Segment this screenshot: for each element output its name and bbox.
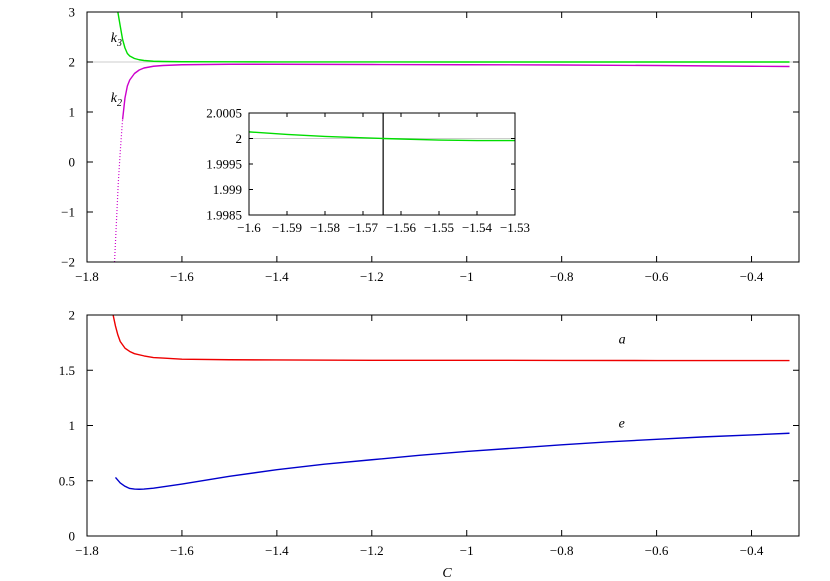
inset-y-tick-label: 1.9995 [206, 157, 242, 172]
bottom-x-tick-label: −1.6 [170, 543, 194, 558]
bottom-x-tick-label: −1.8 [75, 543, 99, 558]
top-series-k2 [121, 63, 790, 120]
inset-series-k3 [249, 131, 515, 142]
top-x-tick-label: −0.8 [550, 269, 574, 284]
top-y-tick-label: −2 [61, 255, 75, 270]
bottom-x-tick-label: −0.4 [740, 543, 764, 558]
top-series-k2-dotted [113, 119, 124, 262]
inset-y-tick-label: 2 [236, 131, 243, 146]
top-x-tick-label: −1.8 [75, 269, 99, 284]
bottom-x-tick-label: −0.6 [645, 543, 669, 558]
inset-x-tick-label: −1.53 [500, 220, 530, 235]
inset-y-tick-label: 1.9985 [206, 208, 242, 223]
inset-x-tick-label: −1.59 [272, 220, 302, 235]
top-y-tick-label: 0 [69, 155, 76, 170]
top-x-tick-label: −0.6 [645, 269, 669, 284]
top-y-tick-label: 2 [69, 55, 76, 70]
bottom-x-tick-label: −0.8 [550, 543, 574, 558]
inset-x-tick-label: −1.6 [237, 220, 261, 235]
bottom-y-tick-label: 2 [69, 308, 76, 323]
top-x-tick-label: −1 [460, 269, 474, 284]
x-axis-label: C [442, 566, 452, 581]
top-y-tick-label: 3 [69, 5, 76, 20]
bottom-x-tick-label: −1.2 [360, 543, 384, 558]
inset-x-tick-label: −1.58 [310, 220, 340, 235]
bottom-y-tick-label: 0 [69, 529, 76, 544]
bottom-series-e [114, 432, 790, 490]
inset-y-tick-label: 1.999 [213, 182, 242, 197]
top-annotation-k2: k2 [111, 91, 122, 109]
inset-x-tick-label: −1.56 [386, 220, 417, 235]
top-axes-frame [86, 11, 800, 263]
top-x-tick-label: −1.6 [170, 269, 194, 284]
bottom-x-tick-label: −1 [460, 543, 474, 558]
inset-x-tick-label: −1.54 [462, 220, 493, 235]
inset-x-tick-label: −1.55 [424, 220, 454, 235]
inset-chart: −1.6 −1.59 −1.58 −1.57 −1.56 −1.55 −1.54 −1.53 1… [206, 106, 530, 236]
bottom-y-tick-label: 1 [69, 418, 76, 433]
top-x-tick-label: −1.2 [360, 269, 384, 284]
bottom-series-a [112, 315, 790, 362]
top-x-tick-label: −0.4 [740, 269, 764, 284]
top-series-k3 [117, 12, 790, 63]
bottom-chart: −1.8 −1.6 −1.4 −1.2 −1 −0.8 −0.6 −0.4 0 0.5 1 1.5 2 a… [59, 308, 800, 558]
top-y-tick-label: −1 [61, 205, 75, 220]
top-y-tick-label: 1 [69, 105, 76, 120]
bottom-x-tick-label: −1.4 [265, 543, 289, 558]
top-annotation-k3: k3 [111, 31, 122, 49]
inset-plot-area [249, 113, 515, 215]
bottom-y-tick-label: 0.5 [59, 473, 75, 488]
inset-y-tick-label: 2.0005 [206, 106, 242, 121]
top-x-tick-label: −1.4 [265, 269, 289, 284]
inset-x-tick-label: −1.57 [348, 220, 379, 235]
bottom-y-tick-label: 1.5 [59, 363, 75, 378]
bottom-annotation-a: a [619, 333, 626, 348]
bottom-annotation-e: e [619, 417, 625, 432]
bottom-plot-area [87, 315, 799, 536]
